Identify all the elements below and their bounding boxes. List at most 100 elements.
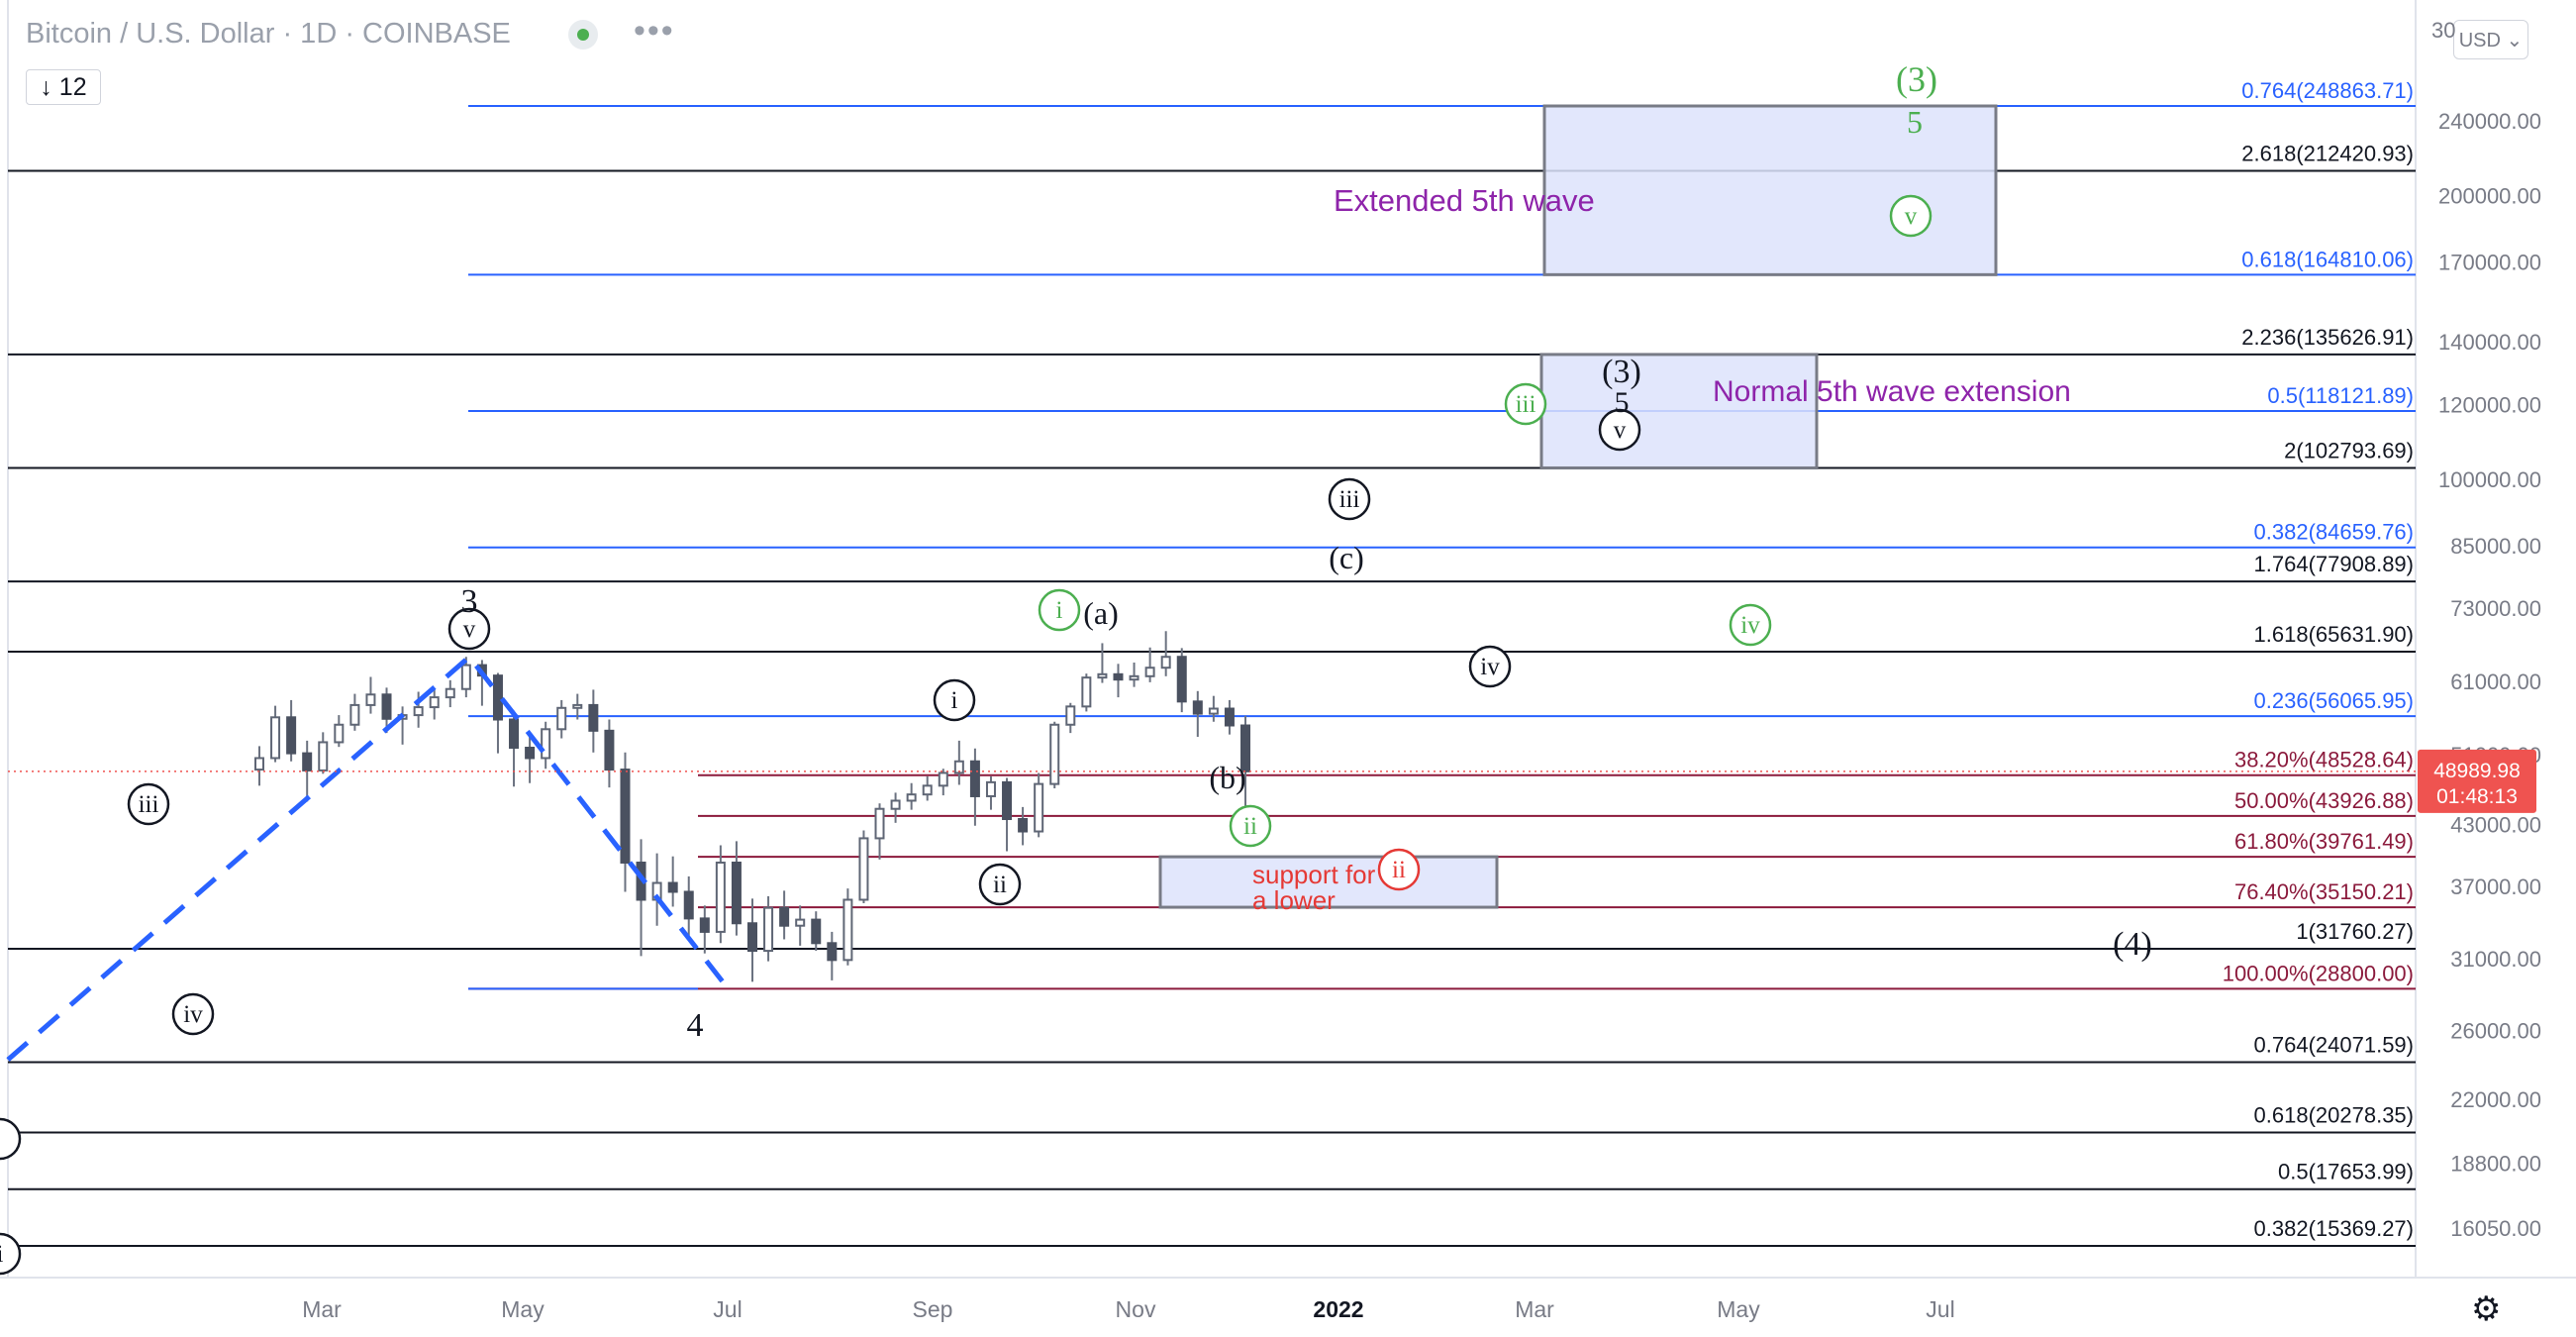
wave-label-circle-green [1889,194,1932,238]
candle-body [620,769,631,864]
retracement-label: 50.00%(43926.88) [2234,788,2414,813]
candle-body [381,693,392,720]
zone-label: a lower [1252,885,1336,915]
candle-body [492,674,503,721]
wave-label-circle [1598,408,1641,452]
candle-body [842,898,853,962]
price-tick-label: 31000.00 [2450,947,2541,972]
price-tick-label: 200000.00 [2438,183,2541,208]
wave-label: 4 [687,1007,704,1044]
wave-label-circle-text: v [463,616,476,643]
price-tick-label: 170000.00 [2438,251,2541,275]
price-tick-label: 73000.00 [2450,596,2541,621]
retracement-label: 38.20%(48528.64) [2234,748,2414,772]
settings-gear-icon[interactable]: ⚙ [2471,1290,2502,1328]
wave-label-circle [933,678,976,722]
target-zone [1158,855,1499,909]
wave-label-circle-text: ii [993,872,1007,898]
wave-label-green: 5 [1907,104,1923,140]
candle-body [953,760,964,774]
target-zone [1542,104,1998,276]
wave-label-circle-green-text: i [1056,597,1063,624]
price-tick-label: 100000.00 [2438,467,2541,492]
candle-body [1192,700,1203,715]
zone-label: Normal 5th wave extension [1713,375,2071,408]
fib-label-black: 1.618(65631.90) [2254,622,2414,647]
fib-label-black: 0.764(24071.59) [2254,1033,2414,1058]
price-tick-label: 30 [2431,18,2455,43]
wave-label-circle-green-text: v [1905,203,1918,230]
candle-body [906,793,917,802]
candle-body [811,918,822,945]
zone-label: Extended 5th wave [1334,183,1595,218]
wave-label-circle-green [1229,804,1272,848]
wave-label: 5 [1615,386,1630,419]
wave-label-green: (3) [1896,59,1937,99]
candle-body [890,799,901,810]
price-tick-label: 37000.00 [2450,874,2541,899]
candle-body [874,807,885,840]
candle-body [429,696,440,709]
fib-label-blue: 0.5(118121.89) [2267,383,2414,408]
wave-trendline [6,653,725,1062]
wave-label-circle-green-text: iii [1516,391,1536,418]
wave-label-circle-green [1504,382,1547,426]
candle-body [445,687,455,699]
candle-body [270,716,281,760]
interval-indicator[interactable]: ↓ 12 [26,69,101,105]
candle-body [858,837,869,901]
candle-body [556,706,567,731]
candle-body [588,703,599,732]
candle-body [413,706,424,717]
candle-body [731,861,742,925]
wave-label-circle-text: v [1614,417,1627,444]
price-tick-label: 240000.00 [2438,109,2541,134]
candle-body [969,760,980,797]
wave-label-circle [978,863,1022,906]
fib-label-black: 2(102793.69) [2284,438,2414,463]
candle-body [349,703,360,726]
candle-body [334,723,345,744]
candle-body [1065,705,1076,726]
fib-label-black: 2.236(135626.91) [2241,325,2414,350]
fib-label-black: 2.618(212420.93) [2241,141,2414,165]
candle-body [1049,723,1060,785]
wave-label-circle-text: i [0,1241,4,1268]
wave-label-circle [0,1117,22,1161]
candle-body [509,718,520,749]
wave-label-circle [1468,645,1512,688]
candle-body [1002,780,1013,821]
candle-body [525,746,536,760]
wave-label-circle-red-text: ii [1392,857,1406,883]
price-tick-label: 61000.00 [2450,669,2541,694]
candle-body [604,729,615,771]
chart-title: Bitcoin / U.S. Dollar · 1D · COINBASE [26,18,511,50]
candle-body [1097,672,1108,679]
price-tick-label: 22000.00 [2450,1087,2541,1112]
candle-body [1129,674,1139,681]
price-tick-label: 120000.00 [2438,393,2541,418]
market-status-icon[interactable] [568,20,598,50]
wave-label-circle-green-text: ii [1243,813,1257,840]
wave-label-circle-text: iii [1339,486,1360,513]
candle-body [938,771,948,787]
fib-label-blue: 0.382(84659.76) [2254,520,2414,545]
wave-label-circle-red [1377,848,1421,891]
wave-label: (a) [1083,595,1119,631]
candle-body [1224,707,1235,727]
time-tick-label: 2022 [1313,1296,1363,1322]
fib-label-black: 1.764(77908.89) [2254,552,2414,576]
currency-selector[interactable]: USD ⌄ [2453,20,2528,59]
wave-label: (c) [1329,540,1364,575]
current-price-value: 48989.98 [2433,760,2521,782]
candle-body [922,784,933,796]
more-options-icon[interactable]: ••• [634,12,675,50]
candle-body [1034,782,1044,833]
wave-label-circle-text: iv [183,1001,203,1028]
wave-label: (b) [1209,760,1245,795]
time-tick-label: Nov [1116,1296,1156,1322]
fib-label-blue: 0.764(248863.71) [2241,78,2414,103]
candle-body [318,741,329,771]
fib-label-black: 0.618(20278.35) [2254,1102,2414,1127]
